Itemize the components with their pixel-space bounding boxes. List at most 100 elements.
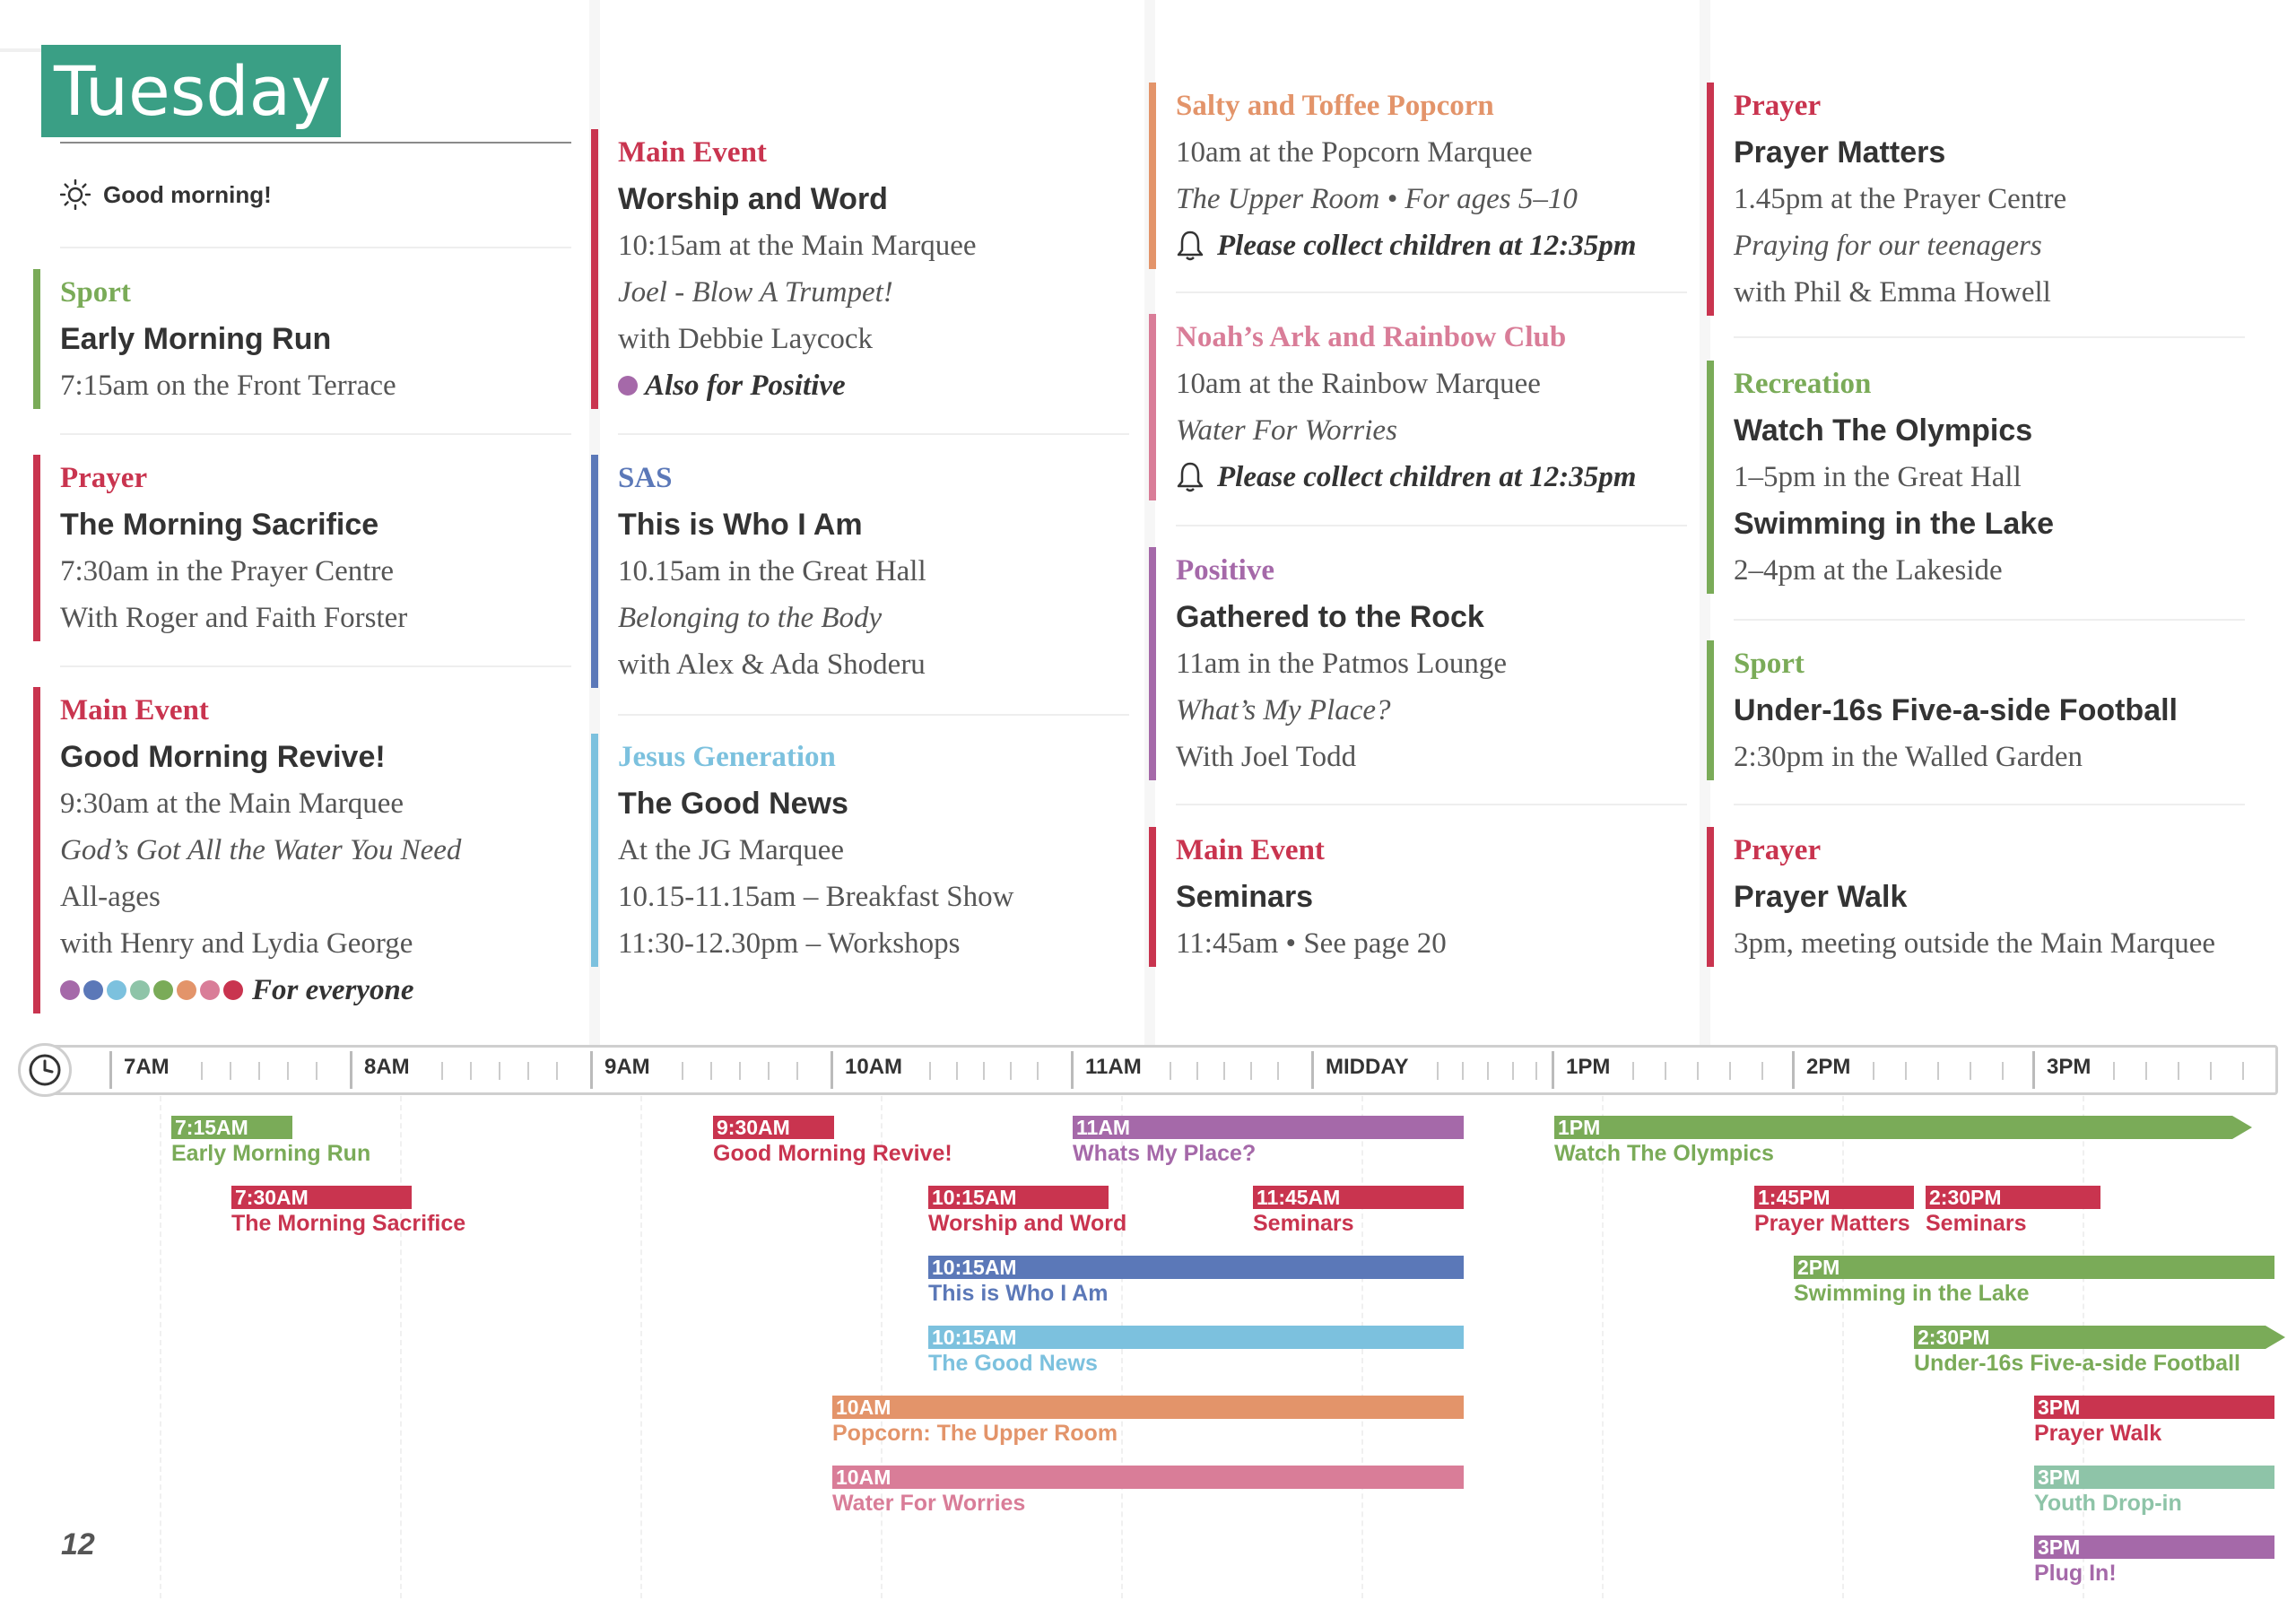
event-category: Prayer [60, 462, 148, 494]
clock-icon [18, 1043, 72, 1097]
greeting-text: Good morning! [103, 180, 272, 208]
minor-tick [1697, 1062, 1699, 1080]
event-theme: What’s My Place? [1176, 694, 1391, 726]
minor-tick [1632, 1062, 1634, 1080]
separator [1176, 525, 1687, 526]
minor-tick [499, 1062, 500, 1080]
event-morning-sacrifice: Prayer The Morning Sacrifice 7:30am in t… [33, 455, 407, 641]
hour-divider [2032, 1051, 2035, 1089]
hour-divider [1311, 1051, 1314, 1089]
event-time-place: 7:30am in the Prayer Centre [60, 555, 395, 587]
hour-divider [590, 1051, 593, 1089]
day-title: Tuesday [41, 45, 341, 137]
timeline-event-name: Early Morning Run [171, 1141, 371, 1166]
event-note: For everyone [60, 967, 461, 1013]
event-speakers: with Alex & Ada Shoderu [618, 648, 926, 681]
minor-tick [1223, 1062, 1225, 1080]
event-time-place: 10am at the Popcorn Marquee [1176, 136, 1533, 169]
positive-dot-icon [618, 376, 638, 396]
event-time-place: 11am in the Patmos Lounge [1176, 648, 1508, 680]
minor-tick [201, 1062, 203, 1080]
timeline-bar: 10:15AM [928, 1256, 1464, 1279]
timeline-event-name: This is Who I Am [928, 1281, 1109, 1306]
category-bar [591, 455, 598, 688]
hour-divider [109, 1051, 112, 1089]
separator [618, 433, 1129, 435]
hour-gridline [1842, 1096, 1844, 1598]
minor-tick [1873, 1062, 1874, 1080]
minor-tick [1010, 1062, 1012, 1080]
event-time-place-2: 2–4pm at the Lakeside [1734, 554, 2003, 587]
event-speakers: with Henry and Lydia George [60, 927, 413, 960]
timeline-event-name: Seminars [1253, 1211, 1354, 1236]
minor-tick [1487, 1062, 1489, 1080]
event-noahs-ark: Noah’s Ark and Rainbow Club 10am at the … [1149, 314, 1636, 500]
minor-tick [2242, 1062, 2244, 1080]
minor-tick [2178, 1062, 2179, 1080]
event-theme: The Upper Room • For ages 5–10 [1176, 183, 1578, 215]
minor-tick [2002, 1062, 2004, 1080]
minor-tick [929, 1062, 931, 1080]
minor-tick [983, 1062, 985, 1080]
event-title: Gathered to the Rock [1176, 600, 1484, 634]
everyone-dots-icon [60, 980, 247, 1000]
minor-tick [2210, 1062, 2212, 1080]
minor-tick [739, 1062, 741, 1080]
bell-icon [1177, 462, 1204, 492]
minor-tick [556, 1062, 558, 1080]
minor-tick [1462, 1062, 1464, 1080]
event-the-good-news: Jesus Generation The Good News At the JG… [591, 734, 1013, 967]
timeline-event-name: Plug In! [2034, 1561, 2117, 1586]
minor-tick [1277, 1062, 1279, 1080]
note-text: Please collect children at 12:35pm [1217, 461, 1637, 493]
event-title: Prayer Matters [1734, 135, 1946, 170]
note-text: Also for Positive [645, 370, 846, 402]
event-theme: Praying for our teenagers [1734, 230, 2042, 262]
event-title: Worship and Word [618, 182, 888, 216]
event-category: Prayer [1734, 90, 1822, 122]
minor-tick [1037, 1062, 1039, 1080]
event-category: SAS [618, 462, 673, 494]
hour-label: 1PM [1566, 1055, 1611, 1079]
event-title: Seminars [1176, 880, 1314, 914]
timeline-bar: 11:45AM [1253, 1186, 1464, 1209]
minor-tick [1905, 1062, 1907, 1080]
category-bar [1149, 827, 1156, 967]
event-good-morning-revive: Main Event Good Morning Revive! 9:30am a… [33, 687, 461, 1013]
event-time-place: 7:15am on the Front Terrace [60, 370, 396, 402]
separator [1176, 291, 1687, 293]
category-bar [1707, 640, 1714, 780]
minor-tick [470, 1062, 472, 1080]
timeline-bar: 1:45PM [1754, 1186, 1914, 1209]
hour-label: 8AM [364, 1055, 410, 1079]
minor-tick [682, 1062, 683, 1080]
timeline-event-name: Prayer Matters [1754, 1211, 1910, 1236]
minor-tick [1512, 1062, 1514, 1080]
event-worship-and-word: Main Event Worship and Word 10:15am at t… [591, 129, 977, 409]
event-speakers: With Roger and Faith Forster [60, 602, 408, 634]
timeline-event-name: Swimming in the Lake [1794, 1281, 2030, 1306]
category-bar [1149, 547, 1156, 780]
page-number: 12 [61, 1527, 95, 1561]
event-prayer-walk: Prayer Prayer Walk 3pm, meeting outside … [1707, 827, 2215, 967]
event-time-place: 9:30am at the Main Marquee [60, 787, 404, 820]
event-time-place: 1–5pm in the Great Hall [1734, 461, 2022, 493]
category-bar [1707, 83, 1714, 316]
event-five-a-side-football: Sport Under-16s Five-a-side Football 2:3… [1707, 640, 2178, 780]
event-title: Prayer Walk [1734, 880, 1908, 914]
event-time-place: 1.45pm at the Prayer Centre [1734, 183, 2067, 215]
event-gathered-to-the-rock: Positive Gathered to the Rock 11am in th… [1149, 547, 1507, 780]
timeline-bar: 10:15AM [928, 1326, 1464, 1349]
separator [1734, 804, 2245, 805]
event-theme: God’s Got All the Water You Need [60, 834, 462, 866]
bell-icon [1177, 231, 1204, 261]
timeline-bar: 11AM [1073, 1116, 1464, 1139]
event-title-2: Swimming in the Lake [1734, 507, 2055, 541]
minor-tick [441, 1062, 443, 1080]
event-time-place: 11:45am • See page 20 [1176, 927, 1447, 960]
header-stub [0, 48, 41, 52]
event-category: Prayer [1734, 834, 1822, 866]
timeline-bar: 3PM [2034, 1466, 2274, 1489]
event-category: Noah’s Ark and Rainbow Club [1176, 321, 1567, 353]
minor-tick [956, 1062, 958, 1080]
